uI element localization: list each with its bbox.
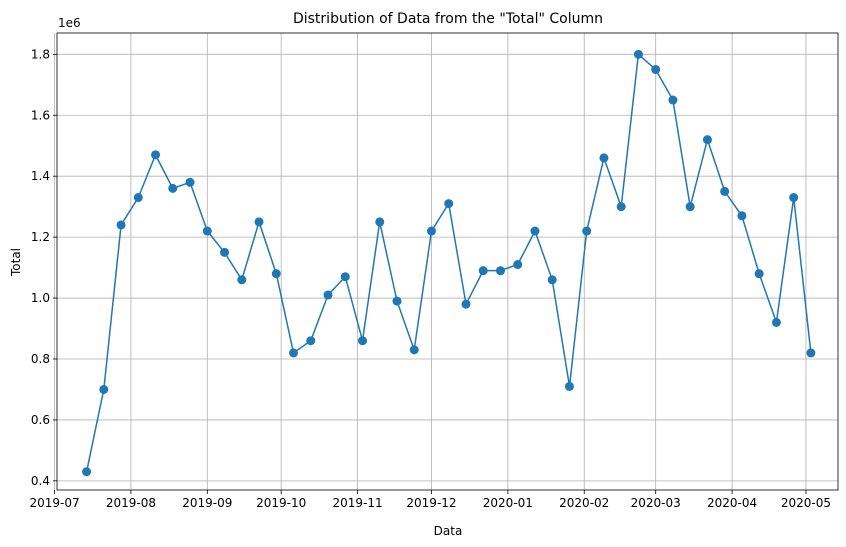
data-point	[116, 220, 126, 230]
data-point	[513, 260, 523, 270]
data-point	[306, 336, 316, 346]
grid	[54, 33, 838, 490]
data-point	[547, 275, 557, 285]
series-line	[85, 52, 812, 472]
data-point	[461, 299, 471, 309]
data-point	[651, 65, 661, 75]
y-tick-label: 1.2	[31, 230, 50, 244]
data-point	[426, 226, 436, 236]
data-point	[375, 217, 385, 227]
y-offset-text: 1e6	[58, 16, 81, 30]
data-point	[271, 269, 281, 279]
plot-frame	[56, 32, 839, 491]
data-point	[237, 275, 247, 285]
data-point	[133, 193, 143, 203]
data-point	[685, 202, 695, 212]
x-tick-label: 2019-07	[29, 496, 79, 510]
data-points	[82, 49, 816, 477]
y-tick-label: 0.6	[31, 413, 50, 427]
data-point	[444, 199, 454, 209]
data-point	[392, 296, 402, 306]
data-point	[409, 345, 419, 355]
data-point	[323, 290, 333, 300]
data-point	[202, 226, 212, 236]
x-axis-label: Data	[434, 524, 463, 538]
y-tick-label: 1.0	[31, 291, 50, 305]
data-point	[168, 183, 178, 193]
y-axis-ticks: 0.4 0.6 0.8 1.0 1.2 1.4 1.6 1.8	[31, 47, 57, 488]
data-point	[82, 467, 92, 477]
x-tick-label: 2019-08	[106, 496, 156, 510]
data-point	[599, 153, 609, 163]
data-point	[702, 135, 712, 145]
data-point	[478, 266, 488, 276]
data-point	[289, 348, 299, 358]
x-tick-label: 2020-01	[483, 496, 533, 510]
data-point	[564, 381, 574, 391]
y-axis-label: Total	[9, 248, 23, 277]
x-tick-label: 2020-02	[559, 496, 609, 510]
data-point	[151, 150, 161, 160]
series-line-group	[85, 52, 812, 472]
data-point	[616, 202, 626, 212]
data-point	[185, 177, 195, 187]
data-point	[99, 384, 109, 394]
data-point	[254, 217, 264, 227]
data-point	[340, 272, 350, 282]
y-tick-label: 0.8	[31, 352, 50, 366]
x-tick-label: 2019-09	[182, 496, 232, 510]
data-point	[582, 226, 592, 236]
x-tick-label: 2020-04	[707, 496, 757, 510]
data-point	[737, 211, 747, 221]
x-tick-label: 2019-11	[333, 496, 383, 510]
x-tick-label: 2019-10	[256, 496, 306, 510]
chart-title: Distribution of Data from the "Total" Co…	[293, 11, 603, 27]
data-point	[495, 266, 505, 276]
data-point	[668, 95, 678, 105]
data-point	[789, 193, 799, 203]
data-point	[720, 186, 730, 196]
x-tick-label: 2020-05	[781, 496, 831, 510]
data-point	[358, 336, 368, 346]
y-tick-label: 1.8	[31, 47, 50, 61]
data-point	[220, 247, 230, 257]
data-point	[754, 269, 764, 279]
y-tick-label: 1.6	[31, 108, 50, 122]
x-axis-ticks: 2019-07 2019-08 2019-09 2019-10 2019-11 2019-…	[29, 490, 831, 510]
data-point	[633, 49, 643, 59]
data-point	[530, 226, 540, 236]
x-tick-label: 2019-12	[406, 496, 456, 510]
x-tick-label: 2020-03	[631, 496, 681, 510]
data-point	[771, 317, 781, 327]
y-tick-label: 1.4	[31, 169, 50, 183]
data-point	[806, 348, 816, 358]
y-tick-label: 0.4	[31, 474, 50, 488]
